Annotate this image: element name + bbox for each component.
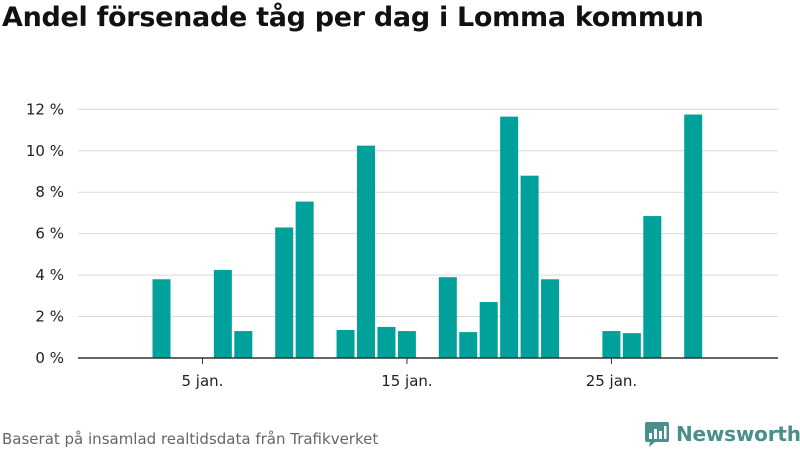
bar: [622, 333, 641, 358]
y-tick-label: 2 %: [35, 308, 64, 326]
bars: [152, 114, 703, 358]
bar: [479, 302, 498, 358]
bar: [438, 277, 457, 358]
y-tick-label: 6 %: [35, 225, 64, 243]
y-axis-ticks: 0 % 2 % 4 % 6 % 8 % 10 % 12 %: [26, 100, 64, 367]
source-note: Baserat på insamlad realtidsdata från Tr…: [2, 430, 379, 448]
newsworthy-logo-icon: [645, 422, 669, 447]
bar: [602, 331, 621, 358]
x-tick-label: 5 jan.: [181, 372, 223, 390]
bar: [336, 330, 355, 358]
chart-title: Andel försenade tåg per dag i Lomma komm…: [2, 2, 704, 33]
y-tick-label: 8 %: [35, 183, 64, 201]
bar: [295, 201, 314, 358]
y-tick-label: 10 %: [26, 142, 64, 160]
bar: [459, 332, 478, 358]
x-tick-label: 25 jan.: [586, 372, 638, 390]
bar: [275, 227, 294, 358]
x-axis-ticks: 5 jan. 15 jan. 25 jan.: [181, 358, 637, 390]
x-tick-label: 15 jan.: [381, 372, 433, 390]
bar: [500, 116, 519, 358]
bar: [520, 175, 539, 358]
bar: [643, 216, 662, 358]
brand-logo: Newsworthy: [644, 420, 800, 448]
bar-chart: 0 % 2 % 4 % 6 % 8 % 10 % 12 % 5 jan. 15 jan. 25 …: [26, 100, 778, 390]
y-tick-label: 12 %: [26, 100, 64, 118]
bar: [684, 114, 703, 358]
y-tick-label: 0 %: [35, 349, 64, 367]
bar: [377, 326, 396, 358]
bar: [357, 145, 375, 358]
bar: [213, 269, 232, 358]
bar: [152, 279, 171, 358]
bar: [541, 279, 560, 358]
brand-name: Newsworthy: [676, 422, 800, 446]
gridlines: [78, 108, 778, 318]
y-tick-label: 4 %: [35, 266, 64, 284]
bar: [397, 331, 416, 358]
bar: [234, 331, 253, 358]
